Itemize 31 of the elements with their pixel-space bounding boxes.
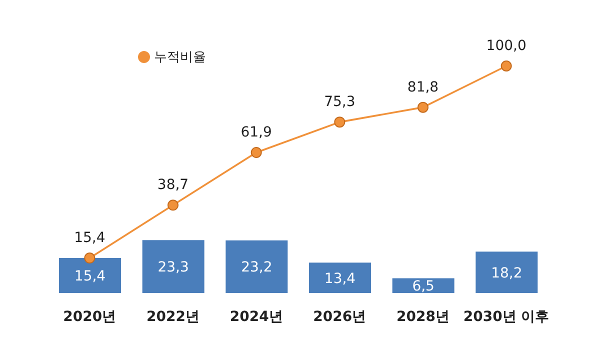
data-label: 100,0 — [486, 38, 526, 54]
data-label: 15,4 — [74, 230, 106, 246]
bar — [226, 240, 288, 293]
bar — [142, 240, 204, 293]
point — [168, 200, 178, 211]
data-label: 18,2 — [491, 265, 522, 282]
bar — [59, 258, 121, 293]
x-tick-label: 2028년 — [396, 308, 450, 325]
point — [250, 146, 262, 158]
point — [84, 252, 96, 264]
bar — [309, 262, 371, 293]
data-label: 6,5 — [412, 278, 434, 295]
data-label: 81,8 — [407, 79, 439, 96]
bar — [476, 252, 538, 293]
data-label: 38,7 — [157, 177, 189, 194]
data-label: 23,3 — [158, 260, 189, 276]
point — [500, 60, 512, 72]
x-tick-label: 2022년 — [146, 308, 200, 325]
legend-label: 누적비율 — [154, 50, 206, 65]
x-tick-label: 2030년 이후 — [463, 308, 550, 325]
data-label: 23,2 — [241, 260, 272, 276]
data-label: 61,9 — [240, 124, 272, 140]
x-tick-label: 2024년 — [230, 308, 283, 325]
x-tick-label: 2026년 — [313, 308, 366, 325]
data-label: 15,4 — [74, 268, 106, 284]
bar — [392, 278, 454, 293]
point — [334, 116, 346, 128]
data-label: 13,4 — [324, 270, 356, 287]
point — [418, 102, 428, 113]
x-tick-label: 2020년 — [63, 308, 116, 325]
data-label: 75,3 — [324, 94, 356, 110]
